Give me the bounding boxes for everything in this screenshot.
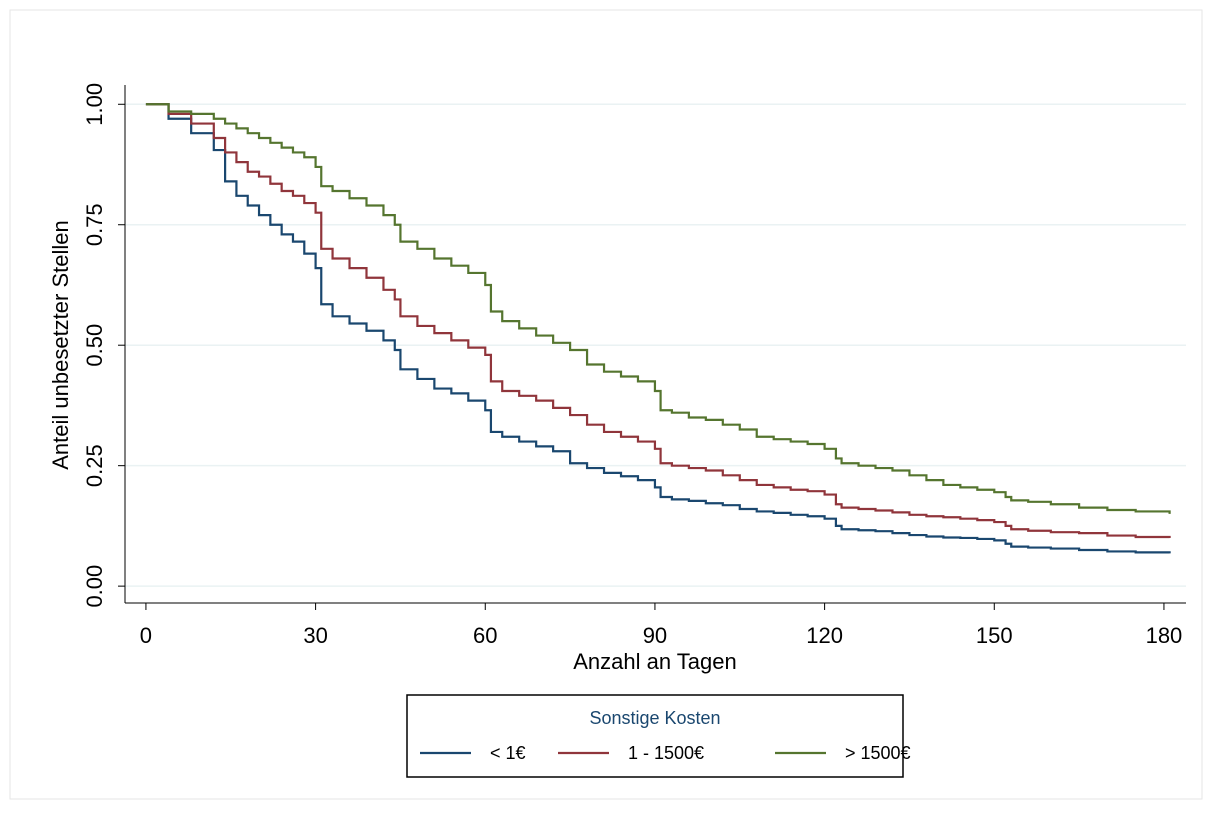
x-tick-label: 60 bbox=[473, 623, 497, 648]
legend-box bbox=[406, 694, 904, 778]
km-curve bbox=[145, 103, 1171, 554]
x-tick-label: 30 bbox=[303, 623, 327, 648]
x-tick-label: 120 bbox=[806, 623, 843, 648]
legend-label: 1 - 1500€ bbox=[628, 743, 704, 763]
legend-label: < 1€ bbox=[490, 743, 526, 763]
y-tick-label: 0.00 bbox=[82, 565, 107, 608]
y-tick-label: 0.50 bbox=[82, 324, 107, 367]
km-curve bbox=[145, 103, 1171, 514]
frame bbox=[9, 9, 1203, 800]
y-tick-label: 0.75 bbox=[82, 203, 107, 246]
x-tick-label: 180 bbox=[1146, 623, 1183, 648]
km-curve bbox=[145, 103, 1171, 539]
x-axis-title: Anzahl an Tagen bbox=[573, 649, 737, 674]
x-tick-label: 150 bbox=[976, 623, 1013, 648]
y-tick-label: 0.25 bbox=[82, 444, 107, 487]
y-axis-title: Anteil unbesetzter Stellen bbox=[48, 220, 73, 470]
x-tick-label: 0 bbox=[140, 623, 152, 648]
x-tick-label: 90 bbox=[643, 623, 667, 648]
y-tick-label: 1.00 bbox=[82, 83, 107, 126]
legend-label: > 1500€ bbox=[845, 743, 911, 763]
legend-title: Sonstige Kosten bbox=[589, 708, 720, 728]
